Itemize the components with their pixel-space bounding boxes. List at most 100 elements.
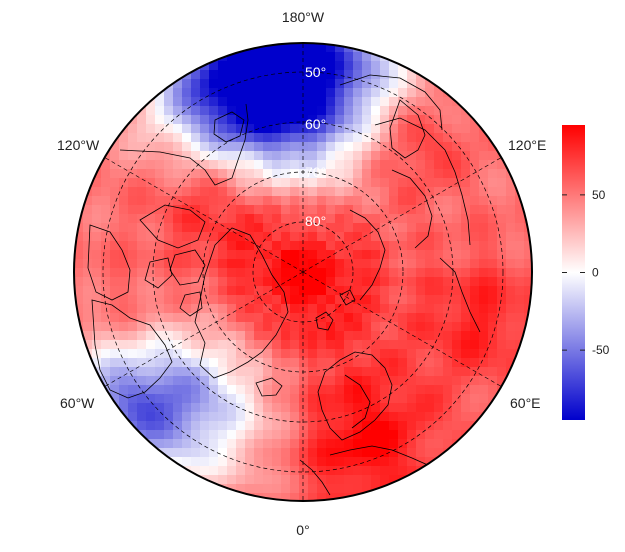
- field-cell: [506, 214, 516, 224]
- field-cell: [389, 70, 399, 80]
- field-cell: [263, 439, 273, 449]
- field-cell: [335, 484, 345, 494]
- field-cell: [281, 430, 291, 440]
- field-cell: [218, 385, 228, 395]
- field-cell: [299, 232, 309, 242]
- field-cell: [263, 322, 273, 332]
- field-cell: [308, 70, 318, 80]
- field-cell: [326, 466, 336, 476]
- field-cell: [245, 286, 255, 296]
- field-cell: [353, 457, 363, 467]
- field-cell: [236, 241, 246, 251]
- field-cell: [353, 484, 363, 494]
- field-cell: [137, 385, 147, 395]
- field-cell: [353, 439, 363, 449]
- field-cell: [254, 331, 264, 341]
- field-cell: [245, 223, 255, 233]
- field-cell: [92, 340, 102, 350]
- field-cell: [200, 304, 210, 314]
- field-cell: [353, 241, 363, 251]
- field-cell: [326, 439, 336, 449]
- field-cell: [443, 376, 453, 386]
- field-cell: [416, 106, 426, 116]
- field-cell: [191, 187, 201, 197]
- field-cell: [299, 277, 309, 287]
- field-cell: [389, 394, 399, 404]
- field-cell: [119, 268, 129, 278]
- field-cell: [173, 304, 183, 314]
- field-cell: [227, 367, 237, 377]
- field-cell: [470, 160, 480, 170]
- field-cell: [128, 322, 138, 332]
- field-cell: [389, 286, 399, 296]
- field-cell: [182, 313, 192, 323]
- field-cell: [128, 277, 138, 287]
- field-cell: [155, 304, 165, 314]
- field-cell: [263, 169, 273, 179]
- field-cell: [128, 304, 138, 314]
- field-cell: [254, 475, 264, 485]
- field-cell: [326, 97, 336, 107]
- field-cell: [380, 124, 390, 134]
- field-cell: [200, 394, 210, 404]
- field-cell: [326, 484, 336, 494]
- field-cell: [272, 484, 282, 494]
- field-cell: [326, 286, 336, 296]
- field-cell: [281, 187, 291, 197]
- field-cell: [461, 259, 471, 269]
- field-cell: [425, 430, 435, 440]
- field-cell: [416, 196, 426, 206]
- field-cell: [128, 232, 138, 242]
- field-cell: [407, 277, 417, 287]
- field-cell: [317, 295, 327, 305]
- field-cell: [515, 223, 525, 233]
- field-cell: [290, 259, 300, 269]
- field-cell: [272, 376, 282, 386]
- field-cell: [425, 97, 435, 107]
- field-cell: [389, 403, 399, 413]
- field-cell: [326, 214, 336, 224]
- field-cell: [308, 268, 318, 278]
- field-cell: [290, 205, 300, 215]
- field-cell: [335, 268, 345, 278]
- field-cell: [137, 421, 147, 431]
- field-cell: [128, 358, 138, 368]
- field-cell: [173, 358, 183, 368]
- field-cell: [362, 232, 372, 242]
- field-cell: [371, 205, 381, 215]
- field-cell: [353, 178, 363, 188]
- field-cell: [389, 448, 399, 458]
- field-cell: [389, 358, 399, 368]
- field-cell: [299, 385, 309, 395]
- field-cell: [110, 322, 120, 332]
- field-cell: [308, 331, 318, 341]
- field-cell: [281, 376, 291, 386]
- field-cell: [425, 439, 435, 449]
- field-cell: [218, 169, 228, 179]
- field-cell: [218, 160, 228, 170]
- field-cell: [272, 349, 282, 359]
- field-cell: [362, 196, 372, 206]
- field-cell: [200, 97, 210, 107]
- field-cell: [101, 304, 111, 314]
- field-cell: [218, 358, 228, 368]
- field-cell: [74, 277, 84, 287]
- field-cell: [353, 259, 363, 269]
- field-cell: [335, 331, 345, 341]
- field-cell: [209, 259, 219, 269]
- field-cell: [92, 331, 102, 341]
- field-cell: [407, 421, 417, 431]
- field-cell: [407, 403, 417, 413]
- field-cell: [110, 205, 120, 215]
- field-cell: [353, 322, 363, 332]
- field-cell: [407, 205, 417, 215]
- field-cell: [344, 160, 354, 170]
- field-cell: [461, 97, 471, 107]
- field-cell: [425, 79, 435, 89]
- field-cell: [326, 259, 336, 269]
- field-cell: [344, 196, 354, 206]
- field-cell: [434, 97, 444, 107]
- field-cell: [389, 205, 399, 215]
- field-cell: [146, 106, 156, 116]
- field-cell: [317, 259, 327, 269]
